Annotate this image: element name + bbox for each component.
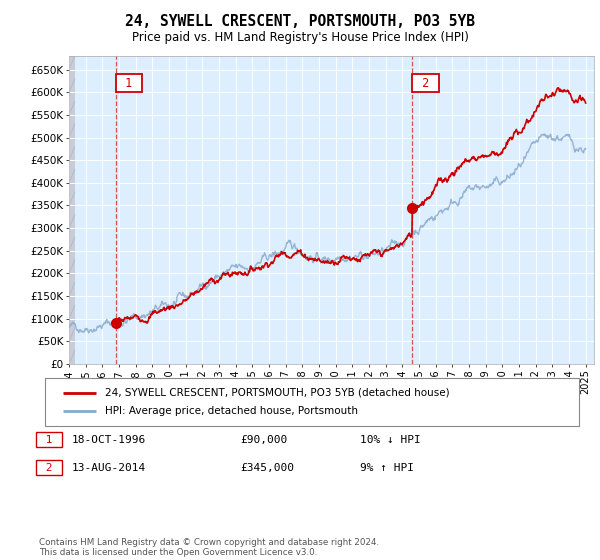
Text: HPI: Average price, detached house, Portsmouth: HPI: Average price, detached house, Port… — [105, 406, 358, 416]
Text: 13-AUG-2014: 13-AUG-2014 — [72, 463, 146, 473]
Text: 10% ↓ HPI: 10% ↓ HPI — [360, 435, 421, 445]
Text: 18-OCT-1996: 18-OCT-1996 — [72, 435, 146, 445]
Text: 24, SYWELL CRESCENT, PORTSMOUTH, PO3 5YB (detached house): 24, SYWELL CRESCENT, PORTSMOUTH, PO3 5YB… — [105, 388, 449, 398]
Text: 2: 2 — [415, 77, 436, 90]
Text: 24, SYWELL CRESCENT, PORTSMOUTH, PO3 5YB: 24, SYWELL CRESCENT, PORTSMOUTH, PO3 5YB — [125, 14, 475, 29]
Text: £90,000: £90,000 — [240, 435, 287, 445]
Text: 1: 1 — [39, 435, 59, 445]
Text: 9% ↑ HPI: 9% ↑ HPI — [360, 463, 414, 473]
Text: £345,000: £345,000 — [240, 463, 294, 473]
Text: 1: 1 — [118, 77, 140, 90]
Text: Contains HM Land Registry data © Crown copyright and database right 2024.
This d: Contains HM Land Registry data © Crown c… — [39, 538, 379, 557]
Text: Price paid vs. HM Land Registry's House Price Index (HPI): Price paid vs. HM Land Registry's House … — [131, 31, 469, 44]
Text: 2: 2 — [39, 463, 59, 473]
